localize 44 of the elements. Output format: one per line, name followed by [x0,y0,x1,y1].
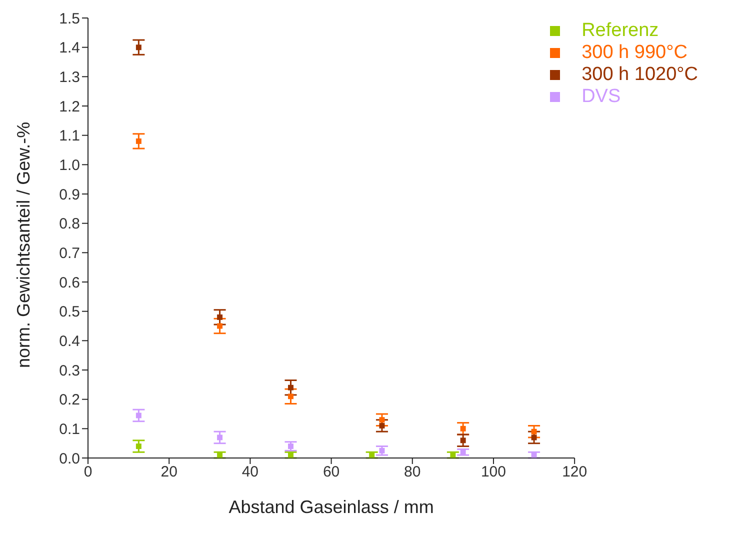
legend-label: 300 h 1020°C [582,64,698,85]
point [531,428,537,434]
legend-label: Referenz [582,20,659,41]
y-tick-label: 0.6 [59,274,80,292]
y-tick-label: 1.2 [59,98,80,116]
y-tick-label: 1.1 [59,128,80,145]
y-tick-label: 1.4 [59,40,80,57]
y-tick-label: 0.0 [59,450,80,468]
y-tick-label: 0.2 [59,392,80,409]
x-tick-label: 60 [322,464,340,481]
point [379,417,385,423]
point [217,314,223,320]
point [136,44,142,50]
point [217,323,223,329]
y-tick-label: 0.9 [59,186,80,204]
y-tick-label: 0.4 [59,332,80,350]
y-tick-label: 0.1 [59,420,80,438]
legend-label: DVS [582,86,621,107]
x-tick-label: 120 [562,464,588,481]
y-tick-label: 1.3 [59,68,80,86]
y-tick-label: 1.5 [59,10,80,28]
point [379,422,385,428]
point [136,412,142,418]
y-tick-label: 0.5 [59,304,80,321]
x-tick-label: 20 [160,464,178,481]
x-tick-label: 40 [242,464,259,481]
point [288,394,294,400]
x-tick-label: 100 [480,464,506,481]
x-tick-label: 80 [404,464,421,481]
y-axis-title: norm. Gewichtsanteil / Gew.-% [13,122,34,368]
point [460,438,466,444]
point [531,434,537,440]
point [217,434,223,440]
y-tick-label: 0.8 [59,216,80,233]
point [460,426,466,432]
y-tick-label: 0.7 [59,244,80,262]
point [136,138,142,144]
y-tick-label: 1.0 [59,156,80,174]
y-tick-label: 0.3 [59,362,80,380]
point [288,384,294,390]
x-axis-title: Abstand Gaseinlass / mm [228,497,434,517]
legend-label: 300 h 990°C [582,42,688,63]
x-tick-label: 0 [84,464,92,481]
point [136,444,142,450]
